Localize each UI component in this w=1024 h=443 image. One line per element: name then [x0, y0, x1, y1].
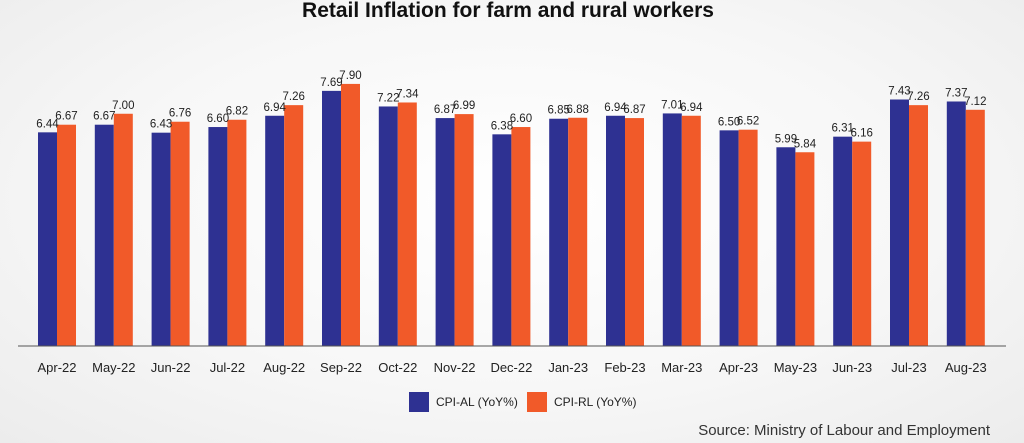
data-label-cpi-rl-jun-22: 6.76 [169, 108, 191, 120]
bar-cpi-al-jul-22 [208, 127, 228, 346]
data-label-cpi-rl-nov-22: 6.99 [453, 100, 475, 112]
data-label-cpi-al-may-23: 5.99 [775, 133, 797, 145]
bar-cpi-rl-apr-23 [738, 129, 758, 346]
bars-layer [38, 83, 985, 347]
bar-cpi-rl-may-22 [113, 113, 133, 346]
bar-cpi-al-sep-22 [322, 90, 341, 347]
bar-cpi-al-mar-23 [662, 113, 682, 347]
x-tick-label-jun-22: Jun-22 [151, 360, 191, 375]
data-label-cpi-rl-may-22: 7.00 [112, 100, 134, 112]
x-tick-label-feb-23: Feb-23 [604, 360, 645, 375]
x-tick-label-mar-23: Mar-23 [661, 360, 702, 375]
data-label-cpi-al-jul-23: 7.43 [888, 86, 910, 98]
bar-cpi-rl-oct-22 [397, 102, 417, 346]
bar-cpi-rl-jun-23 [852, 141, 872, 346]
bar-cpi-rl-apr-22 [57, 124, 76, 347]
data-label-cpi-rl-jan-23: 6.88 [567, 104, 589, 116]
x-tick-label-jun-23: Jun-23 [832, 360, 872, 375]
bar-cpi-rl-jan-23 [568, 117, 588, 346]
source-note: Source: Ministry of Labour and Employmen… [698, 422, 991, 439]
data-label-cpi-al-jul-22: 6.60 [207, 113, 229, 125]
data-label-cpi-rl-feb-23: 6.87 [623, 104, 645, 116]
legend-label-cpi-rl: CPI-RL (YoY%) [554, 395, 636, 409]
data-label-cpi-al-sep-22: 7.69 [320, 77, 342, 89]
data-label-cpi-al-jan-23: 6.85 [548, 105, 570, 117]
legend: CPI-AL (YoY%) CPI-RL (YoY%) [409, 392, 636, 412]
data-label-cpi-rl-may-23: 5.84 [794, 138, 817, 150]
x-tick-label-oct-22: Oct-22 [378, 360, 417, 375]
bar-cpi-al-apr-22 [38, 132, 57, 346]
legend-swatch-cpi-rl [527, 392, 547, 412]
data-label-cpi-rl-apr-22: 6.67 [55, 111, 77, 123]
x-tick-label-jul-22: Jul-22 [210, 360, 245, 375]
data-label-cpi-al-dec-22: 6.38 [491, 120, 513, 132]
bar-cpi-rl-may-23 [795, 152, 815, 346]
x-tick-label-may-23: May-23 [774, 360, 817, 375]
x-tick-label-nov-22: Nov-22 [434, 360, 476, 375]
bar-cpi-rl-jul-22 [227, 119, 247, 347]
bar-cpi-al-jan-23 [549, 118, 569, 347]
bar-cpi-al-jun-22 [151, 132, 171, 346]
data-label-cpi-al-jun-23: 6.31 [832, 123, 854, 135]
data-label-cpi-al-may-22: 6.67 [93, 111, 115, 123]
x-tick-label-jul-23: Jul-23 [891, 360, 926, 375]
chart-title: Retail Inflation for farm and rural work… [302, 0, 714, 22]
data-label-cpi-rl-oct-22: 7.34 [396, 88, 419, 100]
x-tick-label-aug-23: Aug-23 [945, 360, 987, 375]
data-label-cpi-al-apr-22: 6.44 [36, 118, 59, 130]
x-tick-label-apr-22: Apr-22 [37, 360, 76, 375]
data-label-cpi-rl-jul-22: 6.82 [226, 106, 248, 118]
x-tick-labels: Apr-22 May-22 Jun-22 Jul-22 Aug-22 Sep-22 Oct-… [37, 360, 986, 375]
bar-cpi-al-jul-23 [890, 99, 909, 346]
x-tick-label-jan-23: Jan-23 [548, 360, 588, 375]
bar-cpi-al-may-23 [776, 147, 796, 346]
bar-cpi-al-jun-23 [833, 136, 853, 346]
data-label-cpi-al-oct-22: 7.22 [377, 92, 399, 104]
x-tick-label-aug-22: Aug-22 [263, 360, 305, 375]
x-tick-label-sep-22: Sep-22 [320, 360, 362, 375]
bar-cpi-rl-jun-22 [170, 121, 190, 346]
bar-cpi-al-aug-22 [265, 115, 285, 346]
data-label-cpi-al-apr-23: 6.50 [718, 116, 740, 128]
data-labels-layer: 6.446.67 6.677.006.436.76 6.606.82 6.947.26… [36, 70, 986, 150]
bar-cpi-al-dec-22 [492, 134, 512, 346]
bar-cpi-al-may-22 [94, 124, 114, 347]
data-label-cpi-al-aug-23: 7.37 [945, 87, 967, 99]
bar-cpi-rl-nov-22 [454, 114, 474, 346]
legend-swatch-cpi-al [409, 392, 429, 412]
data-label-cpi-rl-aug-22: 7.26 [283, 91, 305, 103]
data-label-cpi-rl-mar-23: 6.94 [680, 102, 703, 114]
legend-label-cpi-al: CPI-AL (YoY%) [436, 395, 518, 409]
x-tick-label-may-22: May-22 [92, 360, 135, 375]
data-label-cpi-rl-jul-23: 7.26 [907, 91, 929, 103]
bar-cpi-al-feb-23 [606, 115, 625, 346]
bar-cpi-al-oct-22 [378, 106, 398, 346]
data-label-cpi-rl-dec-22: 6.60 [510, 113, 532, 125]
bar-cpi-rl-jul-23 [909, 105, 928, 346]
bar-cpi-rl-feb-23 [625, 118, 644, 346]
x-tick-label-dec-22: Dec-22 [490, 360, 532, 375]
bar-cpi-rl-dec-22 [511, 127, 531, 346]
data-label-cpi-rl-apr-23: 6.52 [737, 116, 759, 128]
data-label-cpi-al-aug-22: 6.94 [264, 102, 287, 114]
x-tick-label-apr-23: Apr-23 [719, 360, 758, 375]
data-label-cpi-rl-jun-23: 6.16 [851, 128, 873, 140]
bar-cpi-rl-mar-23 [681, 115, 701, 346]
bar-cpi-rl-aug-23 [965, 109, 985, 346]
data-label-cpi-al-nov-22: 6.87 [434, 104, 456, 116]
bar-cpi-al-apr-23 [719, 130, 739, 346]
data-label-cpi-al-feb-23: 6.94 [604, 102, 627, 114]
data-label-cpi-al-mar-23: 7.01 [661, 99, 683, 111]
data-label-cpi-al-jun-22: 6.43 [150, 119, 172, 131]
bar-cpi-al-nov-22 [435, 118, 455, 346]
bar-cpi-rl-sep-22 [341, 83, 360, 346]
data-label-cpi-rl-sep-22: 7.90 [339, 70, 361, 82]
bar-cpi-al-aug-23 [946, 101, 966, 347]
bar-cpi-rl-aug-22 [284, 105, 304, 346]
data-label-cpi-rl-aug-23: 7.12 [964, 96, 986, 108]
